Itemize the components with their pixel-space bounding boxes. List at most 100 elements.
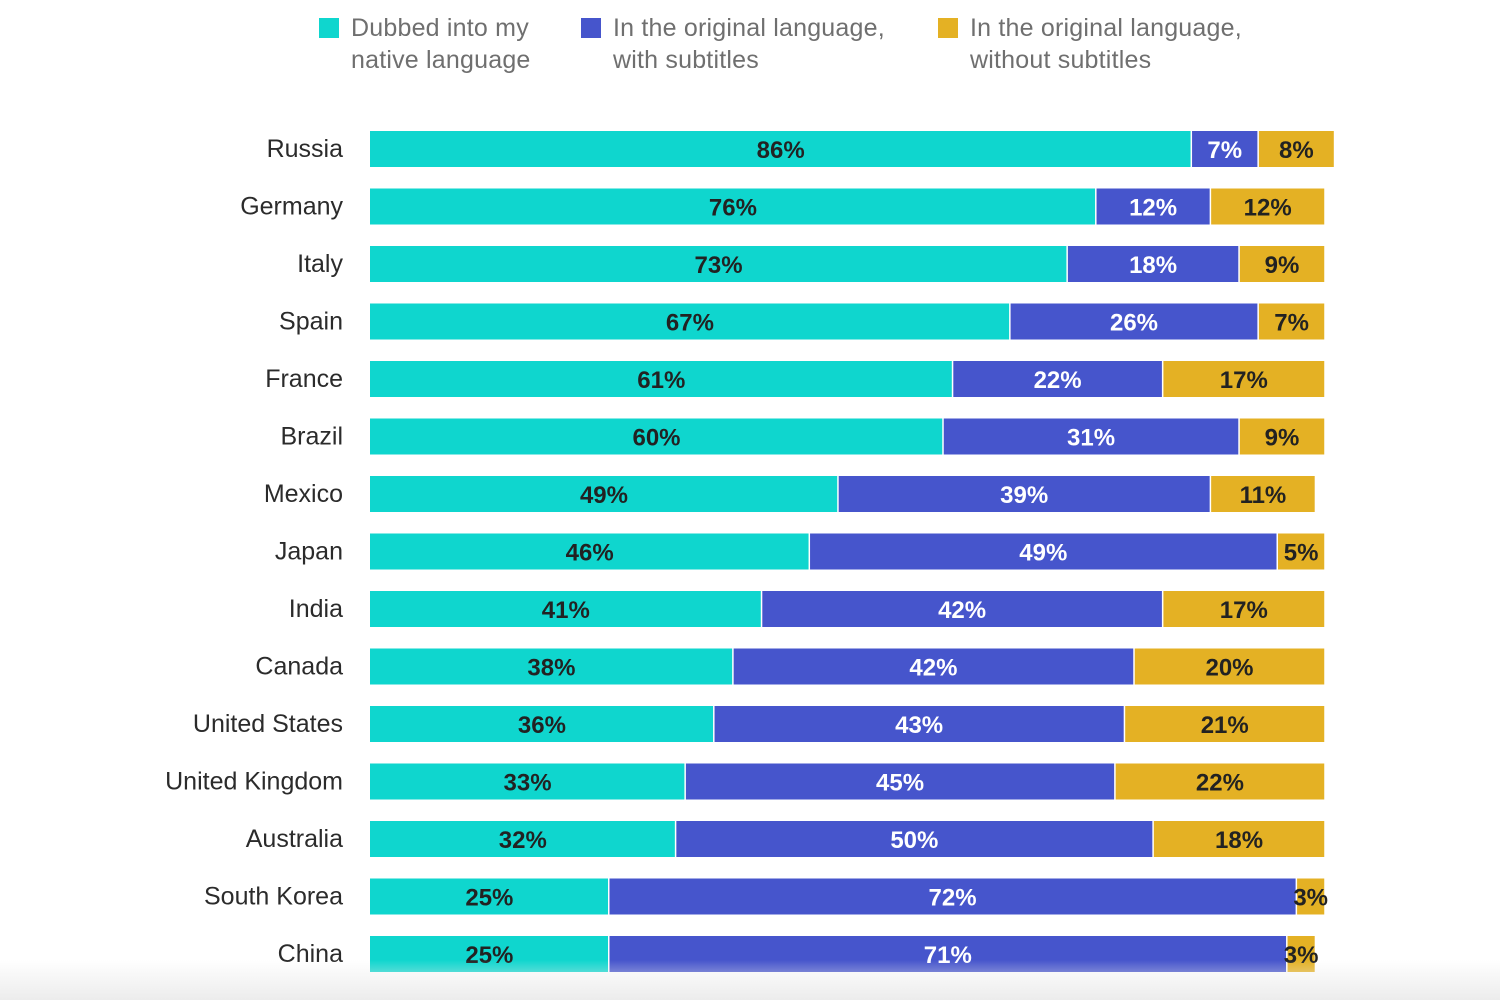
data-label: 26% <box>1110 310 1158 337</box>
bar-segment-south-korea-2 <box>1297 878 1325 915</box>
data-label: 71% <box>924 942 972 969</box>
data-label: 45% <box>876 770 924 797</box>
legend-item-dubbed: Dubbed into my native language <box>319 12 531 76</box>
data-label: 61% <box>637 367 685 394</box>
bar-segment-south-korea-1 <box>609 878 1296 915</box>
bar-row-spain: Spain 67% 26% 7% <box>279 303 1325 340</box>
bar-segment-india-1 <box>762 591 1162 627</box>
bar-segment-italy-0 <box>370 246 1067 282</box>
bar-row-united-states: United States 36% 43% 21% <box>193 706 1325 742</box>
data-label: 49% <box>580 482 628 509</box>
data-label: 9% <box>1265 425 1300 452</box>
data-label: 49% <box>1019 540 1067 567</box>
data-label: 41% <box>542 597 590 624</box>
data-label: 76% <box>709 195 757 222</box>
bar-segment-spain-2 <box>1258 303 1325 340</box>
category-label: United States <box>193 710 343 738</box>
data-label: 72% <box>929 885 977 912</box>
bar-segment-germany-0 <box>370 188 1096 225</box>
bar-segment-united-kingdom-2 <box>1115 763 1325 800</box>
bar-segment-south-korea-0 <box>370 878 608 915</box>
data-label: 31% <box>1067 425 1115 452</box>
data-label: 11% <box>1240 482 1287 509</box>
data-label: 22% <box>1196 770 1244 797</box>
legend-swatch-subtitles <box>581 18 601 38</box>
category-label: Mexico <box>264 480 343 508</box>
legend-item-subtitles: In the original language, with subtitles <box>581 12 885 76</box>
legend-label-dubbed: Dubbed into my native language <box>351 14 531 74</box>
bar-row-mexico: Mexico 49% 39% 11% <box>264 476 1315 512</box>
bar-segment-india-2 <box>1163 591 1325 627</box>
legend-item-no-subtitles: In the original language, without subtit… <box>938 12 1242 76</box>
bar-segment-canada-2 <box>1134 648 1325 685</box>
bar-row-france: France 61% 22% 17% <box>265 361 1325 397</box>
data-label: 5% <box>1284 540 1319 567</box>
bar-segment-germany-1 <box>1096 188 1210 225</box>
bar-segment-united-kingdom-0 <box>370 763 685 800</box>
category-label: France <box>265 365 343 393</box>
bar-segment-japan-2 <box>1278 533 1325 570</box>
bar-row-brazil: Brazil 60% 31% 9% <box>280 418 1325 455</box>
bar-segment-japan-1 <box>810 533 1277 570</box>
bar-segment-france-1 <box>953 361 1162 397</box>
bar-row-japan: Japan 46% 49% 5% <box>275 533 1325 570</box>
legend-swatch-no-subtitles <box>938 18 958 38</box>
category-label: India <box>289 595 343 623</box>
data-label: 3% <box>1293 885 1328 912</box>
bar-segment-mexico-1 <box>838 476 1210 512</box>
category-label: Italy <box>297 250 343 278</box>
data-label: 7% <box>1274 310 1309 337</box>
bar-row-south-korea: South Korea 25% 72% 3% <box>204 878 1328 915</box>
category-label: South Korea <box>204 883 343 911</box>
data-label: 36% <box>518 712 566 739</box>
data-label: 60% <box>632 425 680 452</box>
bar-segment-united-states-1 <box>714 706 1124 742</box>
bar-segment-france-0 <box>370 361 952 397</box>
data-label: 21% <box>1201 712 1249 739</box>
data-label: 3% <box>1284 942 1319 969</box>
bar-segment-france-2 <box>1163 361 1325 397</box>
bar-segment-united-states-0 <box>370 706 714 742</box>
category-label: Russia <box>267 135 344 163</box>
bar-segment-australia-2 <box>1153 821 1325 857</box>
data-label: 12% <box>1244 195 1292 222</box>
bar-segment-japan-0 <box>370 533 809 570</box>
bar-segment-germany-2 <box>1211 188 1325 225</box>
data-label: 22% <box>1034 367 1082 394</box>
bar-segment-italy-1 <box>1067 246 1239 282</box>
bar-segment-australia-1 <box>676 821 1153 857</box>
bar-segment-russia-2 <box>1258 131 1334 167</box>
data-label: 17% <box>1220 367 1268 394</box>
bar-segment-india-0 <box>370 591 761 627</box>
data-label: 25% <box>465 942 513 969</box>
data-label: 25% <box>465 885 513 912</box>
bar-segment-italy-2 <box>1239 246 1325 282</box>
category-label: Brazil <box>280 423 343 451</box>
data-label: 73% <box>695 252 743 279</box>
bar-segment-russia-0 <box>370 131 1191 167</box>
bar-row-italy: Italy 73% 18% 9% <box>297 246 1325 282</box>
bar-row-germany: Germany 76% 12% 12% <box>240 188 1325 225</box>
bar-segment-mexico-2 <box>1211 476 1315 512</box>
category-label: United Kingdom <box>165 768 343 796</box>
legend-swatch-dubbed <box>319 18 339 38</box>
data-label: 20% <box>1205 655 1253 682</box>
bar-row-china: China 25% 71% 3% <box>278 936 1319 972</box>
data-label: 38% <box>527 655 575 682</box>
bar-segment-canada-0 <box>370 648 733 685</box>
data-label: 42% <box>938 597 986 624</box>
bar-segment-brazil-2 <box>1239 418 1325 455</box>
data-label: 86% <box>757 137 805 164</box>
category-label: Australia <box>246 825 343 853</box>
bar-segment-brazil-1 <box>943 418 1239 455</box>
bar-segment-united-states-2 <box>1125 706 1325 742</box>
chart-legend: Dubbed into my native language In the or… <box>0 12 1500 82</box>
category-label: Japan <box>275 538 343 566</box>
data-label: 50% <box>890 827 938 854</box>
data-label: 12% <box>1129 195 1177 222</box>
legend-label-subtitles: In the original language, with subtitles <box>613 14 885 74</box>
data-label: 39% <box>1000 482 1048 509</box>
bar-row-russia: Russia 86% 7% 8% <box>267 131 1334 167</box>
bar-segment-mexico-0 <box>370 476 838 512</box>
